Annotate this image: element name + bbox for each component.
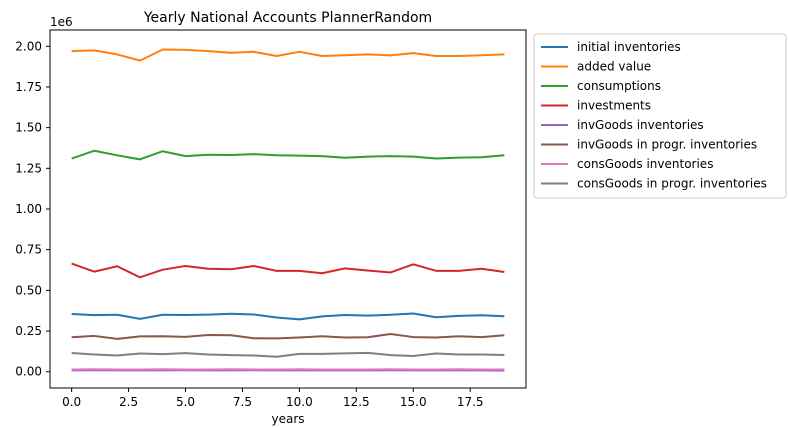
series-line-invgoods-in-progr-inventories [71, 332, 505, 340]
legend-label-initial-inventories: initial inventories [577, 40, 681, 54]
x-tick-label: 12.5 [343, 395, 370, 409]
y-axis: 0.00 0.25 0.50 0.75 1.00 1.25 1.50 1.75 2.00 [15, 39, 50, 379]
y-tick-label: 0.50 [15, 283, 42, 297]
legend-label-invgoods-inventories: invGoods inventories [577, 118, 704, 132]
x-axis-title: years [271, 412, 304, 426]
legend-label-investments: investments [577, 99, 651, 113]
legend-label-invgoods-in-progr-inventories: invGoods in progr. inventories [577, 138, 757, 152]
y-tick-label: 1.50 [15, 121, 42, 135]
x-tick-label: 7.5 [233, 395, 252, 409]
legend: initial inventories added value consumptio… [533, 33, 787, 199]
y-tick-label: 2.00 [15, 39, 42, 53]
x-axis: 0.0 2.5 5.0 7.5 10.0 12.5 15.0 17.5 [62, 388, 484, 409]
x-tick-label: 2.5 [119, 395, 138, 409]
series-line-consgoods-in-progr-inventories [71, 351, 505, 358]
y-multiplier-label: 1e6 [50, 15, 73, 29]
legend-frame [533, 33, 787, 199]
y-tick-label: 1.75 [15, 80, 42, 94]
series-line-investments [71, 262, 505, 279]
x-tick-label: 10.0 [286, 395, 313, 409]
chart-title: Yearly National Accounts PlannerRandom [143, 10, 432, 26]
y-tick-label: 0.25 [15, 324, 42, 338]
x-tick-label: 5.0 [176, 395, 195, 409]
x-tick-label: 0.0 [62, 395, 81, 409]
x-tick-label: 17.5 [457, 395, 484, 409]
y-tick-label: 1.00 [15, 202, 42, 216]
x-tick-label: 15.0 [400, 395, 427, 409]
series-line-added-value [71, 48, 505, 62]
legend-label-added-value: added value [577, 60, 651, 74]
legend-label-consgoods-in-progr-inventories: consGoods in progr. inventories [577, 177, 767, 191]
y-tick-label: 0.75 [15, 243, 42, 257]
y-tick-label: 0.00 [15, 365, 42, 379]
series-line-consumptions [71, 149, 505, 161]
y-tick-label: 1.25 [15, 161, 42, 175]
legend-label-consgoods-inventories: consGoods inventories [577, 157, 713, 171]
plot-frame [49, 29, 527, 389]
legend-label-consumptions: consumptions [577, 79, 661, 93]
series-line-initial-inventories [71, 312, 505, 321]
plot-lines [71, 48, 505, 372]
